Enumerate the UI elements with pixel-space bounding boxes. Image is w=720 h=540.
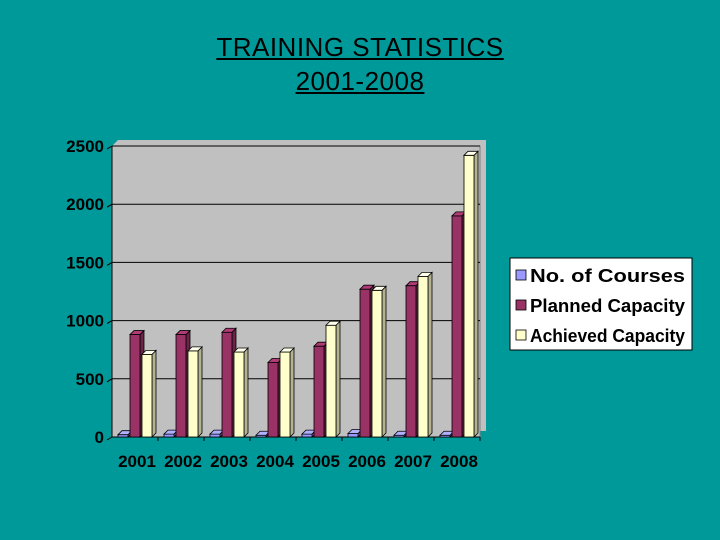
bar-side	[289, 347, 295, 438]
bar	[417, 271, 433, 438]
x-tick-label: 2007	[394, 452, 432, 471]
bar-side	[427, 271, 433, 438]
x-tick-label: 2001	[118, 452, 156, 471]
y-tick-label: 2000	[66, 195, 104, 214]
bar-front	[279, 351, 291, 438]
bar	[141, 349, 157, 438]
y-tick-mark	[106, 145, 113, 150]
bar-side	[381, 285, 387, 438]
bar-top	[129, 330, 145, 335]
legend-label: No. of Courses	[530, 266, 685, 286]
bar-front	[325, 324, 337, 438]
bar-top	[325, 320, 341, 326]
legend-swatch	[515, 269, 527, 281]
bar	[279, 347, 295, 438]
bar-top	[141, 349, 157, 355]
y-tick-mark	[106, 378, 113, 383]
bar-front	[187, 350, 199, 438]
bar-front	[371, 289, 383, 438]
y-tick-mark	[106, 203, 113, 208]
y-tick-label: 0	[95, 428, 104, 447]
bar	[463, 150, 479, 438]
bar-side	[335, 320, 341, 438]
x-tick-label: 2006	[348, 452, 386, 471]
bar-top	[359, 284, 375, 290]
bar-side	[473, 150, 479, 438]
x-axis-ticks: 2001 2002 2003 2004 2005 2006 2007 2008	[118, 437, 481, 471]
y-tick-label: 500	[76, 370, 104, 389]
y-tick-label: 1000	[66, 312, 104, 331]
legend-swatch	[515, 299, 527, 311]
y-tick-mark	[106, 320, 113, 325]
x-tick-label: 2002	[164, 452, 202, 471]
bar-top	[279, 347, 295, 353]
x-tick-label: 2005	[302, 452, 340, 471]
bar-front	[301, 433, 313, 438]
bar-side	[243, 347, 249, 438]
x-tick-label: 2003	[210, 452, 248, 471]
slide-title: TRAINING STATISTICS 2001-2008	[0, 30, 720, 98]
bar-top	[417, 271, 433, 277]
bar-top	[371, 285, 387, 291]
bar-top	[221, 327, 237, 333]
bar-front	[129, 334, 141, 438]
title-line-1: TRAINING STATISTICS	[216, 32, 504, 62]
bar	[187, 345, 203, 438]
bar-top	[187, 346, 203, 352]
bar-front	[221, 331, 233, 438]
x-tick-label: 2004	[256, 452, 294, 471]
bar-side	[151, 349, 157, 438]
bar-top	[463, 150, 479, 156]
bar-side	[197, 345, 203, 438]
legend-label: Planned Capacity	[530, 296, 685, 316]
bars	[117, 150, 479, 438]
bar	[371, 285, 387, 438]
bar-front	[463, 154, 475, 438]
bar-front	[163, 433, 175, 438]
bar-front	[347, 433, 359, 438]
title-line-2: 2001-2008	[295, 66, 425, 96]
bar-front	[417, 275, 429, 438]
bar-front	[175, 334, 187, 438]
bar-front	[233, 351, 245, 438]
legend-label: Achieved Capacity	[530, 326, 685, 346]
bar-front	[141, 353, 153, 438]
bar-top	[175, 330, 191, 335]
bar-front	[267, 362, 279, 438]
bar-front	[405, 285, 417, 438]
y-tick-label: 1500	[66, 253, 104, 272]
bar-front	[313, 345, 325, 438]
y-tick-mark	[106, 436, 113, 441]
bar-front	[451, 215, 463, 438]
y-axis-ticks: 0 500 1000 1500 2000 2500	[66, 137, 104, 447]
bar-front	[359, 288, 371, 438]
x-tick-label: 2008	[440, 452, 478, 471]
legend: No. of Courses Planned Capacity Achieved C…	[509, 257, 693, 351]
bar-front	[209, 433, 221, 438]
y-tick-mark	[106, 261, 113, 266]
legend-swatch	[515, 329, 527, 341]
legend-box	[509, 257, 693, 351]
bar-top	[233, 347, 249, 353]
bar	[233, 347, 249, 438]
y-tick-label: 2500	[66, 137, 104, 156]
gridlines	[106, 145, 480, 441]
bar	[325, 320, 341, 438]
